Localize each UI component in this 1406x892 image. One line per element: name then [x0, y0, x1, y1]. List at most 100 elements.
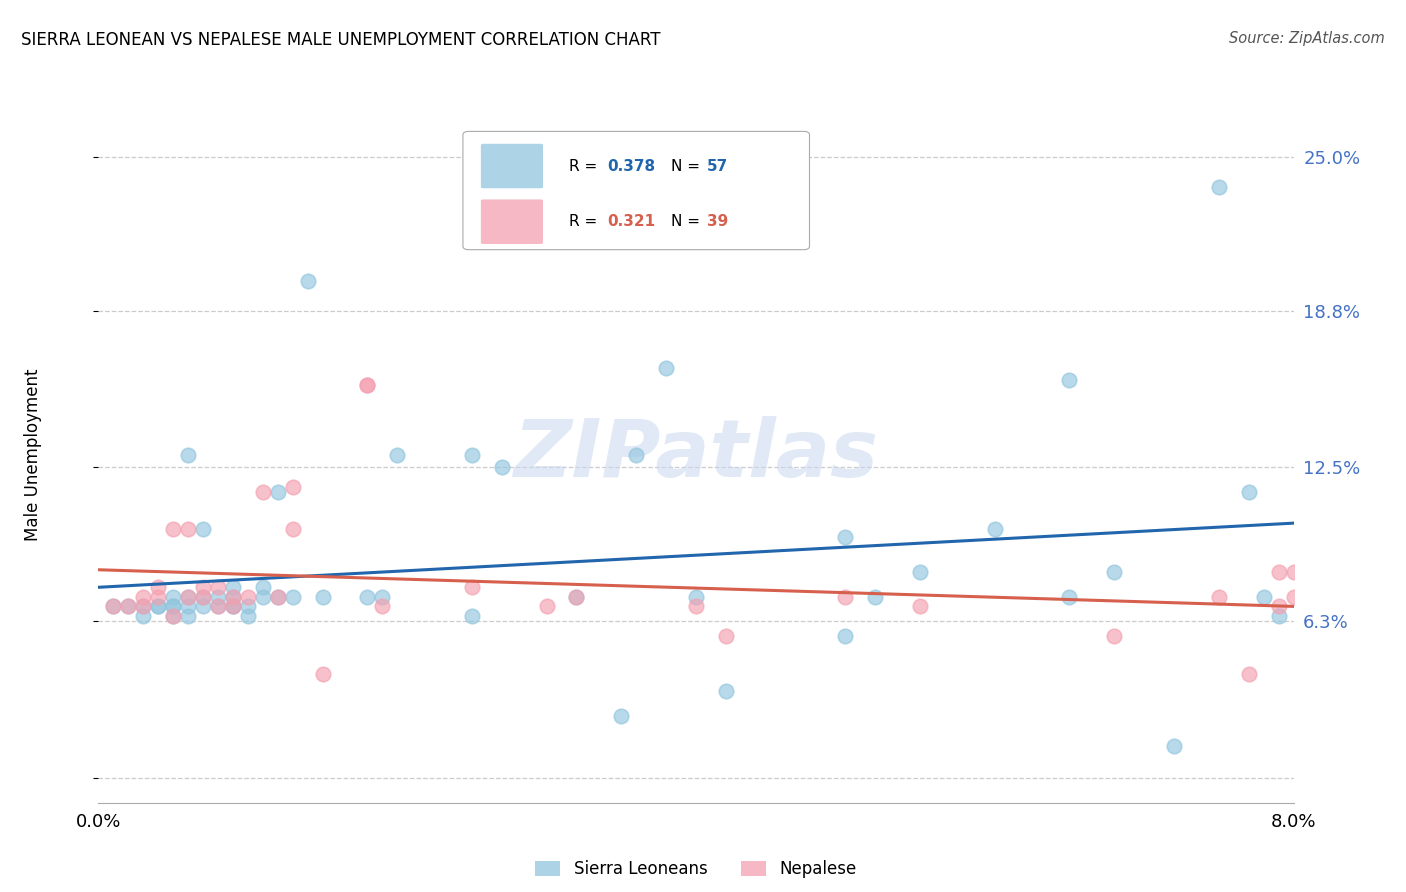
Point — [177, 448, 200, 462]
Point — [1237, 485, 1260, 500]
Text: 0.378: 0.378 — [607, 159, 655, 174]
Text: R =: R = — [569, 159, 602, 174]
Point — [162, 599, 184, 614]
Point — [1267, 609, 1289, 624]
Point — [222, 590, 245, 604]
Point — [162, 609, 184, 624]
Point — [834, 590, 856, 604]
Point — [222, 599, 245, 614]
Point — [1237, 666, 1260, 681]
Point — [191, 599, 214, 614]
Point — [863, 590, 886, 604]
Point — [714, 684, 737, 698]
Point — [103, 599, 125, 614]
Point — [714, 629, 737, 643]
Point — [117, 599, 139, 614]
Point — [281, 590, 304, 604]
FancyBboxPatch shape — [481, 144, 543, 188]
Point — [356, 378, 378, 392]
Point — [491, 460, 513, 475]
Text: R =: R = — [569, 214, 602, 229]
Point — [191, 590, 214, 604]
Point — [356, 378, 378, 392]
Point — [191, 523, 214, 537]
Point — [207, 599, 229, 614]
Point — [267, 590, 290, 604]
Point — [311, 590, 333, 604]
Point — [565, 590, 588, 604]
Point — [1059, 373, 1081, 387]
Point — [1059, 590, 1081, 604]
Point — [1282, 565, 1305, 579]
Point — [267, 590, 290, 604]
Point — [834, 629, 856, 643]
Point — [685, 590, 707, 604]
Point — [1208, 590, 1230, 604]
Point — [252, 580, 274, 594]
Point — [207, 599, 229, 614]
Point — [236, 599, 259, 614]
Text: 39: 39 — [707, 214, 728, 229]
Point — [1282, 590, 1305, 604]
Point — [624, 448, 647, 462]
Point — [222, 599, 245, 614]
FancyBboxPatch shape — [463, 131, 810, 250]
Text: Source: ZipAtlas.com: Source: ZipAtlas.com — [1229, 31, 1385, 46]
Point — [908, 565, 931, 579]
Point — [207, 590, 229, 604]
Point — [311, 666, 333, 681]
Point — [371, 599, 394, 614]
Point — [461, 580, 484, 594]
Point — [132, 599, 155, 614]
Text: N =: N = — [671, 159, 704, 174]
Point — [191, 580, 214, 594]
Point — [908, 599, 931, 614]
Point — [834, 530, 856, 544]
Point — [281, 480, 304, 494]
Point — [1163, 739, 1185, 753]
Point — [1102, 629, 1125, 643]
Point — [385, 448, 409, 462]
Point — [162, 599, 184, 614]
Point — [281, 523, 304, 537]
Point — [117, 599, 139, 614]
Point — [1267, 565, 1289, 579]
Point — [132, 599, 155, 614]
Point — [162, 523, 184, 537]
Point — [148, 599, 170, 614]
Point — [252, 485, 274, 500]
Point — [236, 609, 259, 624]
Text: 0.321: 0.321 — [607, 214, 655, 229]
Point — [536, 599, 558, 614]
Legend: Sierra Leoneans, Nepalese: Sierra Leoneans, Nepalese — [529, 854, 863, 885]
Point — [207, 580, 229, 594]
Point — [1267, 599, 1289, 614]
Point — [177, 523, 200, 537]
Point — [191, 590, 214, 604]
Point — [148, 599, 170, 614]
Point — [132, 609, 155, 624]
Point — [267, 485, 290, 500]
Point — [565, 590, 588, 604]
Point — [356, 590, 378, 604]
Point — [148, 590, 170, 604]
Point — [177, 590, 200, 604]
Point — [222, 580, 245, 594]
Point — [610, 708, 633, 723]
Point — [236, 590, 259, 604]
Point — [132, 590, 155, 604]
Point — [461, 609, 484, 624]
Point — [655, 361, 678, 376]
Point — [685, 599, 707, 614]
Point — [222, 599, 245, 614]
Point — [1208, 179, 1230, 194]
Point — [1253, 590, 1275, 604]
Point — [177, 599, 200, 614]
Point — [1102, 565, 1125, 579]
FancyBboxPatch shape — [481, 200, 543, 244]
Point — [297, 274, 319, 288]
Point — [177, 609, 200, 624]
Text: ZIPatlas: ZIPatlas — [513, 416, 879, 494]
Text: N =: N = — [671, 214, 704, 229]
Text: 57: 57 — [707, 159, 728, 174]
